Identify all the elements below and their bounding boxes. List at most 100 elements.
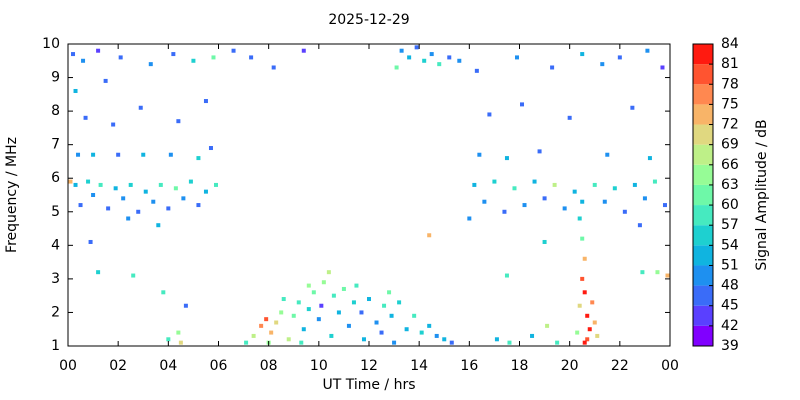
cell — [437, 62, 442, 67]
cell — [111, 122, 116, 127]
cell — [203, 99, 208, 104]
cell — [404, 327, 409, 332]
cell — [562, 206, 567, 211]
cell — [329, 333, 334, 338]
colorbar-band — [693, 124, 713, 145]
cell — [78, 203, 83, 208]
cell — [622, 209, 627, 214]
cell — [660, 65, 665, 70]
x-tick-label: 20 — [561, 358, 579, 374]
cell — [575, 330, 580, 335]
cell — [374, 320, 379, 325]
cell — [640, 270, 645, 275]
cell — [422, 58, 427, 63]
x-tick-label: 18 — [511, 358, 529, 374]
cell — [354, 283, 359, 288]
cell — [351, 300, 356, 305]
cell — [504, 273, 509, 278]
cell — [600, 62, 605, 67]
cell — [580, 52, 585, 57]
cell — [118, 55, 123, 60]
cell — [434, 333, 439, 338]
cell — [419, 330, 424, 335]
cell — [113, 186, 118, 191]
colorbar-band — [693, 225, 713, 246]
cell — [427, 233, 432, 238]
cell — [301, 48, 306, 53]
cell — [269, 330, 274, 335]
x-tick-label: 14 — [410, 358, 428, 374]
y-tick-label: 3 — [51, 271, 60, 287]
cell — [96, 270, 101, 275]
cell — [457, 58, 462, 63]
colorbar-tick-label: 66 — [721, 157, 739, 173]
cell — [442, 337, 447, 342]
cell — [131, 273, 136, 278]
cell — [602, 199, 607, 204]
cell — [281, 297, 286, 302]
colorbar-band — [693, 104, 713, 125]
cell — [336, 310, 341, 315]
cell — [299, 340, 304, 345]
cell — [502, 209, 507, 214]
cell — [213, 182, 218, 187]
cell — [592, 320, 597, 325]
cell — [412, 313, 417, 318]
cell — [188, 179, 193, 184]
cell — [306, 283, 311, 288]
cell — [595, 333, 600, 338]
cell — [582, 290, 587, 295]
colorbar-frame — [692, 43, 714, 347]
cell — [76, 152, 81, 157]
cell — [88, 239, 93, 244]
colorbar-tick-label: 39 — [721, 338, 739, 354]
cell — [316, 317, 321, 322]
cell — [655, 270, 660, 275]
colorbar-band — [693, 64, 713, 85]
cell — [244, 340, 249, 345]
cell — [141, 152, 146, 157]
cell — [346, 323, 351, 328]
cell — [585, 313, 590, 318]
cell — [208, 146, 213, 151]
cell — [136, 209, 141, 214]
cell — [103, 78, 108, 83]
cell — [91, 193, 96, 197]
cell — [68, 179, 73, 184]
cell — [512, 186, 517, 191]
cell — [168, 152, 173, 157]
cell — [326, 270, 331, 275]
colorbar-band — [693, 144, 713, 165]
cell — [231, 48, 236, 53]
cell — [98, 182, 103, 187]
cell — [173, 186, 178, 191]
colorbar-tick-label: 42 — [721, 318, 739, 334]
cell — [91, 152, 96, 157]
cell — [397, 300, 402, 305]
cell — [151, 199, 156, 204]
colorbar-tick-label: 72 — [721, 117, 739, 133]
cell — [394, 65, 399, 70]
colorbar-tick-label: 84 — [721, 36, 739, 52]
cell — [449, 340, 454, 345]
cell — [665, 273, 670, 278]
cell — [271, 65, 276, 70]
cell — [83, 115, 88, 120]
cell — [537, 149, 542, 154]
cell — [514, 55, 519, 60]
cell — [389, 313, 394, 318]
cell — [617, 55, 622, 60]
cell — [196, 156, 201, 161]
x-axis-label: UT Time / hrs — [322, 377, 415, 393]
cell — [605, 152, 610, 157]
cell — [414, 45, 419, 50]
cell — [181, 196, 186, 201]
colorbar-band — [693, 285, 713, 306]
cell — [637, 223, 642, 228]
cell — [652, 179, 657, 184]
cell — [249, 55, 254, 60]
colorbar-tick-label: 57 — [721, 217, 739, 233]
cell — [148, 62, 153, 67]
colorbar-tick-label: 63 — [721, 177, 739, 193]
cell — [176, 119, 181, 124]
